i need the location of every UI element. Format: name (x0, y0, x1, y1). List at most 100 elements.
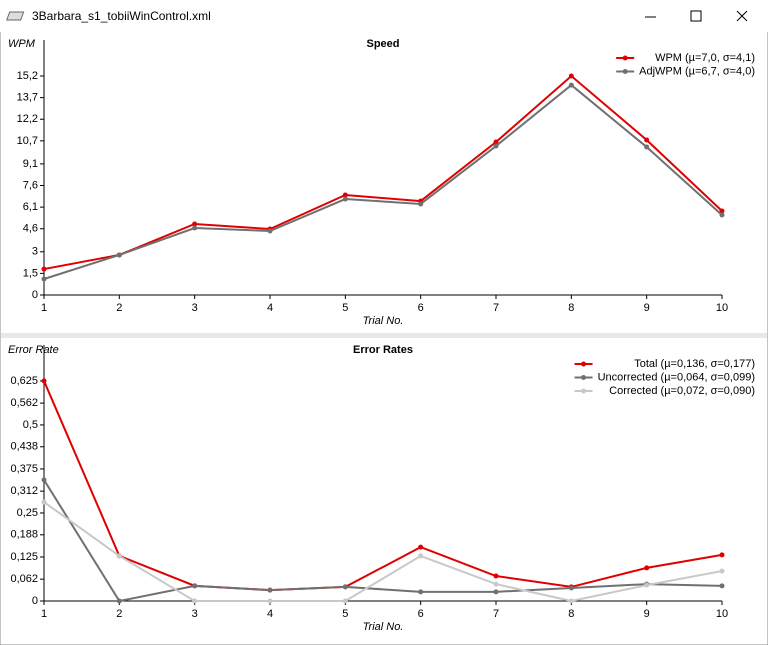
chart-title: Speed (366, 38, 399, 50)
x-tick-label: 10 (716, 608, 728, 620)
data-point (568, 585, 574, 591)
data-point (342, 196, 348, 202)
data-point (719, 583, 725, 589)
x-tick-label: 4 (267, 302, 273, 314)
y-axis-label: WPM (8, 38, 36, 50)
data-point (644, 137, 650, 143)
y-tick-label: 0,188 (10, 529, 38, 541)
x-tick-label: 6 (418, 608, 424, 620)
y-tick-label: 12,2 (17, 113, 38, 125)
legend-label: Uncorrected (µ=0,064, σ=0,099) (598, 371, 755, 383)
data-point (418, 553, 424, 559)
data-point (192, 221, 198, 227)
data-point (644, 582, 650, 588)
x-axis-label: Trial No. (363, 621, 404, 633)
y-tick-label: 0,562 (10, 397, 38, 409)
splitter (1, 333, 767, 338)
x-tick-label: 5 (342, 608, 348, 620)
legend-marker (581, 388, 587, 394)
x-tick-label: 1 (41, 302, 47, 314)
data-point (41, 378, 47, 384)
x-tick-label: 5 (342, 302, 348, 314)
data-point (493, 573, 499, 579)
legend: Total (µ=0,136, σ=0,177)Uncorrected (µ=0… (574, 358, 755, 397)
y-tick-label: 13,7 (17, 92, 38, 104)
data-point (719, 552, 725, 558)
x-tick-label: 7 (493, 608, 499, 620)
data-point (41, 499, 47, 505)
data-point (116, 553, 122, 559)
data-point (644, 565, 650, 571)
series-line (43, 479, 723, 603)
y-tick-label: 0,062 (10, 573, 38, 585)
data-point (644, 144, 650, 150)
data-point (41, 477, 47, 483)
data-point (493, 143, 499, 149)
y-tick-label: 0,375 (10, 463, 38, 475)
x-tick-label: 2 (116, 608, 122, 620)
legend-label: Total (µ=0,136, σ=0,177) (634, 358, 755, 370)
maximize-button[interactable] (690, 10, 702, 22)
y-tick-label: 0 (32, 289, 38, 301)
data-point (493, 581, 499, 587)
y-tick-label: 0,312 (10, 485, 38, 497)
x-tick-label: 6 (418, 302, 424, 314)
legend: WPM (µ=7,0, σ=4,1)AdjWPM (µ=6,7, σ=4,0) (616, 52, 755, 77)
series-line (43, 501, 723, 603)
y-tick-label: 4,6 (23, 223, 38, 235)
data-point (568, 73, 574, 79)
data-point (342, 598, 348, 604)
y-axis-label: Error Rate (8, 344, 59, 356)
data-point (192, 583, 198, 589)
x-tick-label: 7 (493, 302, 499, 314)
data-point (719, 568, 725, 574)
data-point (267, 598, 273, 604)
legend-label: Corrected (µ=0,072, σ=0,090) (609, 385, 755, 397)
y-tick-label: 15,2 (17, 70, 38, 82)
x-tick-label: 2 (116, 302, 122, 314)
legend-label: WPM (µ=7,0, σ=4,1) (655, 52, 755, 64)
x-tick-label: 9 (644, 608, 650, 620)
y-tick-label: 0,625 (10, 375, 38, 387)
series-line (43, 380, 723, 592)
data-point (493, 139, 499, 145)
x-tick-label: 8 (568, 608, 574, 620)
data-point (267, 228, 273, 234)
y-tick-label: 6,1 (23, 201, 38, 213)
data-point (116, 252, 122, 258)
data-point (719, 208, 725, 214)
data-point (116, 598, 122, 604)
y-tick-label: 9,1 (23, 158, 38, 170)
legend-label: AdjWPM (µ=6,7, σ=4,0) (639, 65, 755, 77)
data-point (41, 266, 47, 272)
x-tick-label: 1 (41, 608, 47, 620)
y-tick-label: 0,438 (10, 441, 38, 453)
legend-marker (622, 55, 628, 61)
x-tick-label: 8 (568, 302, 574, 314)
data-point (568, 82, 574, 88)
y-tick-label: 0,125 (10, 551, 38, 563)
legend-marker (622, 69, 628, 74)
data-point (41, 276, 47, 282)
x-tick-label: 10 (716, 302, 728, 314)
close-button[interactable] (736, 10, 748, 22)
data-point (719, 212, 725, 218)
y-tick-label: 0,25 (17, 507, 38, 519)
y-tick-label: 7,6 (23, 179, 38, 191)
y-tick-label: 3 (32, 246, 38, 258)
y-tick-label: 1,5 (23, 267, 38, 279)
data-point (418, 589, 424, 595)
series-line (43, 74, 723, 271)
data-point (418, 544, 424, 550)
title-bar (0, 0, 768, 32)
data-point (192, 598, 198, 604)
y-tick-label: 0 (32, 595, 38, 607)
window-title: 3Barbara_s1_tobiiWinControl.xml (32, 9, 211, 23)
legend-marker (581, 361, 587, 367)
legend-marker (581, 375, 587, 380)
x-tick-label: 4 (267, 608, 273, 620)
app-icon (6, 11, 25, 21)
data-point (418, 201, 424, 207)
